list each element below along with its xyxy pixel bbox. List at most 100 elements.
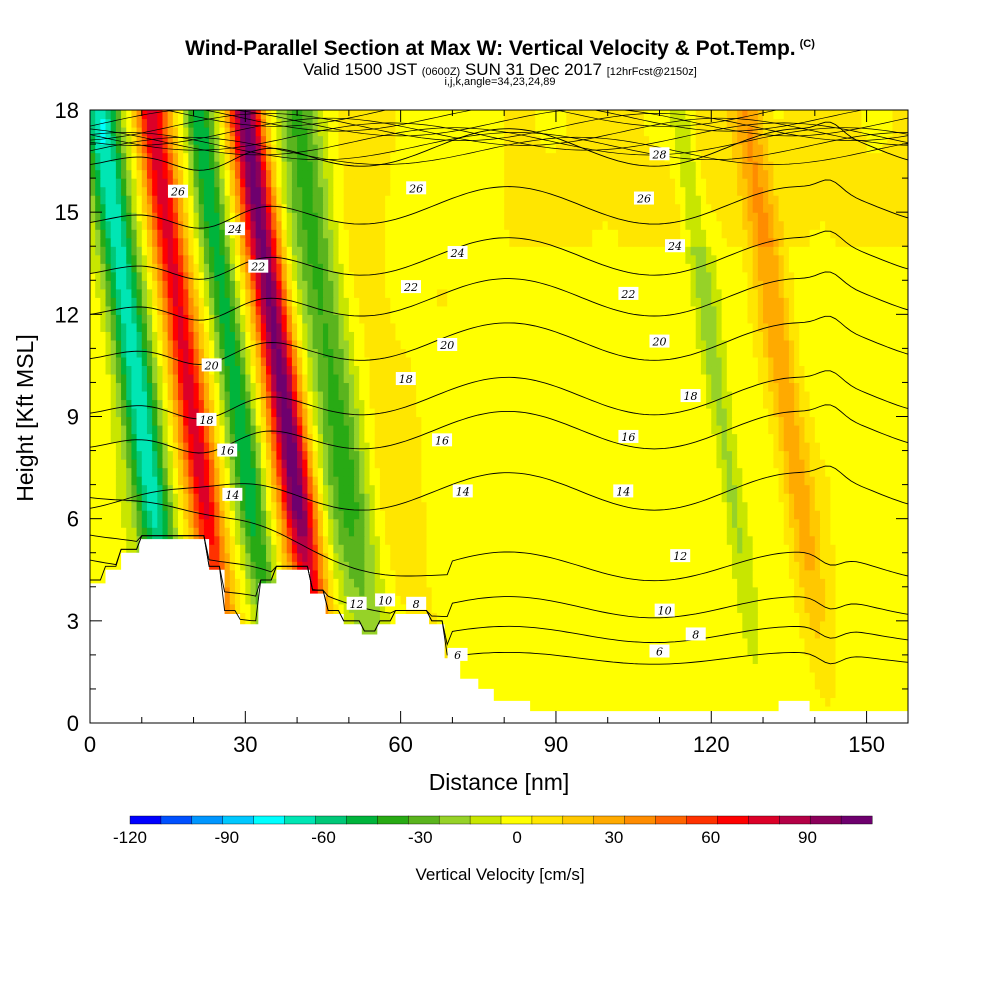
w-cell (773, 476, 780, 486)
w-cell (788, 467, 795, 477)
w-cell (814, 688, 821, 699)
w-cell (203, 459, 210, 469)
w-cell (654, 518, 661, 528)
w-cell (421, 552, 428, 562)
w-cell (731, 697, 738, 707)
w-cell (550, 586, 557, 596)
w-cell (773, 586, 780, 596)
w-cell (643, 612, 650, 622)
w-cell (462, 459, 469, 469)
w-cell (876, 595, 883, 605)
w-cell (452, 612, 459, 622)
w-cell (649, 688, 655, 699)
w-cell (255, 493, 262, 503)
w-cell (664, 544, 671, 554)
w-cell (742, 484, 749, 494)
w-cell (395, 535, 402, 545)
w-cell (473, 586, 479, 596)
w-cell (234, 552, 241, 562)
w-cell (752, 484, 759, 494)
w-cell (364, 467, 371, 477)
w-cell (680, 654, 686, 664)
w-cell (483, 612, 490, 622)
w-cell (141, 476, 148, 486)
w-cell (136, 459, 143, 469)
w-cell (778, 637, 785, 647)
w-cell (447, 501, 454, 511)
w-cell (866, 637, 873, 647)
w-cell (379, 450, 386, 460)
w-cell (902, 688, 908, 699)
w-cell (721, 569, 728, 579)
w-cell (493, 603, 500, 613)
w-cell (90, 510, 96, 520)
w-cell (649, 620, 655, 630)
w-cell (649, 697, 655, 707)
w-cell (757, 561, 764, 571)
w-cell (354, 612, 360, 622)
w-cell (871, 510, 878, 520)
w-cell (685, 510, 692, 520)
w-cell (271, 569, 277, 579)
w-cell (571, 603, 578, 613)
w-cell (618, 544, 624, 554)
w-cell (514, 569, 521, 579)
w-cell (157, 518, 164, 528)
w-cell (322, 493, 329, 503)
w-cell (768, 578, 774, 588)
w-cell (576, 578, 583, 588)
w-cell (700, 459, 707, 469)
w-cell (654, 586, 661, 596)
w-cell (146, 476, 153, 486)
w-cell (561, 578, 567, 588)
w-cell (892, 663, 899, 673)
w-cell (442, 586, 448, 596)
w-cell (814, 476, 821, 486)
w-cell (628, 561, 635, 571)
w-cell (876, 637, 883, 647)
w-cell (447, 595, 454, 605)
w-cell (706, 518, 712, 528)
w-cell (799, 544, 806, 554)
w-cell (695, 671, 702, 682)
w-cell (467, 603, 474, 613)
w-cell (571, 501, 578, 511)
w-cell (343, 459, 350, 469)
w-cell (126, 459, 133, 469)
w-cell (566, 654, 573, 664)
w-cell (897, 705, 904, 716)
w-cell (711, 680, 718, 690)
w-cell (809, 578, 816, 588)
w-cell (535, 680, 542, 690)
w-cell (783, 467, 790, 477)
w-cell (338, 493, 345, 503)
w-cell (473, 629, 479, 639)
w-cell (649, 527, 655, 537)
w-cell (421, 450, 428, 460)
w-cell (540, 612, 547, 622)
w-cell (819, 586, 826, 596)
w-cell (219, 493, 226, 503)
w-cell (690, 510, 697, 520)
w-cell (141, 493, 148, 503)
w-cell (379, 459, 386, 469)
w-cell (576, 671, 583, 682)
w-cell (768, 535, 774, 545)
w-cell (581, 705, 588, 716)
w-cell (540, 569, 547, 579)
w-cell (778, 646, 785, 656)
w-cell (773, 459, 780, 469)
w-cell (726, 688, 733, 699)
w-cell (716, 663, 723, 673)
w-cell (737, 510, 743, 520)
w-cell (545, 680, 552, 690)
w-cell (276, 501, 283, 511)
w-cell (488, 629, 495, 639)
w-cell (680, 484, 686, 494)
w-cell (514, 450, 521, 460)
w-cell (669, 688, 676, 699)
w-cell (198, 476, 205, 486)
w-cell (555, 501, 562, 511)
w-cell (638, 561, 645, 571)
w-cell (602, 518, 609, 528)
